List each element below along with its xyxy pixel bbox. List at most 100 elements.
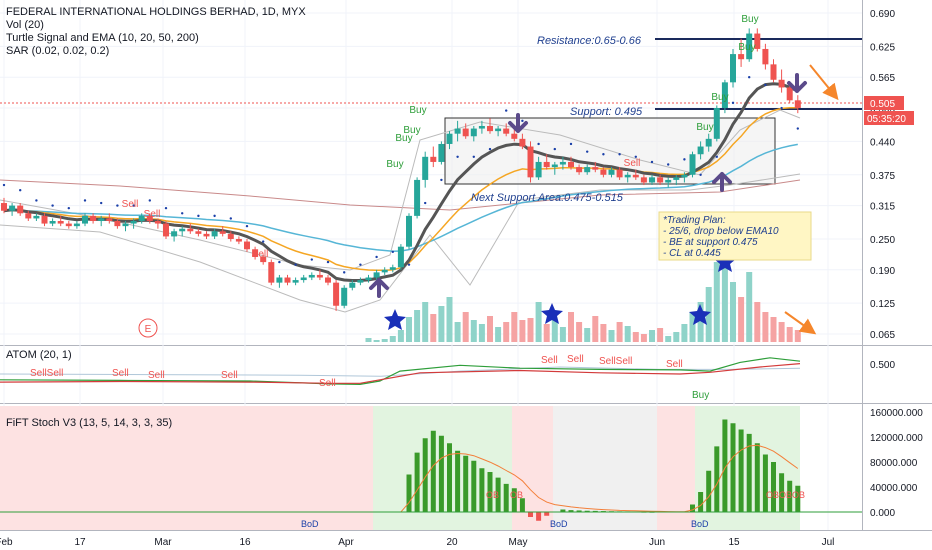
candle-body xyxy=(82,215,88,224)
svg-text:Sell: Sell xyxy=(624,158,641,169)
stoch-bar xyxy=(471,460,477,512)
stoch-bar xyxy=(414,452,420,512)
stoch-bar xyxy=(495,477,501,512)
svg-text:Buy: Buy xyxy=(738,42,755,53)
candle-body xyxy=(171,231,178,237)
candle-body xyxy=(33,215,40,219)
candle-body xyxy=(657,177,664,183)
stoch-bar xyxy=(455,450,461,512)
candle-body xyxy=(786,87,793,101)
volume-bar xyxy=(406,317,412,342)
volume-bar xyxy=(454,322,461,342)
sar-dot xyxy=(294,263,297,266)
candle-body xyxy=(673,177,680,180)
sar-dot xyxy=(391,250,394,254)
candle-body xyxy=(1,203,7,211)
candle-body xyxy=(235,238,242,242)
svg-text:Buy: Buy xyxy=(741,14,758,25)
stoch-bar xyxy=(519,498,525,512)
volume-bar xyxy=(462,312,469,342)
volume-bars xyxy=(365,247,801,342)
volume-bar xyxy=(381,339,388,342)
trading-plan-line: - CL at 0.445 xyxy=(663,248,721,259)
time-tick-label: Jul xyxy=(822,537,835,548)
svg-text:E: E xyxy=(145,324,152,335)
candle-body xyxy=(57,221,64,224)
time-tick-label: Mar xyxy=(154,537,172,548)
time-tick-label: 16 xyxy=(239,537,251,548)
sar-dot xyxy=(262,240,265,243)
svg-text:Sell: Sell xyxy=(144,209,161,220)
candle-body xyxy=(389,267,396,270)
time-axis[interactable]: Feb 17 Mar 16 Apr 20 May Jun 15 Jul xyxy=(0,537,834,548)
sar-dot xyxy=(148,199,151,202)
candle-body xyxy=(584,167,591,173)
svg-text:Buy: Buy xyxy=(403,125,420,136)
price-tick-label: 0.565 xyxy=(870,73,895,84)
svg-text:SellSell: SellSell xyxy=(599,356,632,367)
candle-body xyxy=(325,277,331,283)
stoch-bar xyxy=(584,510,590,512)
candle-body xyxy=(300,277,307,281)
candle-body xyxy=(632,174,639,178)
time-tick-label: May xyxy=(509,537,528,548)
volume-bar xyxy=(389,336,396,342)
volume-bar xyxy=(414,310,421,342)
indicator-label: Vol (20) xyxy=(6,19,44,31)
support-label: Support: 0.495 xyxy=(570,106,643,118)
candle-body xyxy=(357,280,364,283)
svg-text:Sell: Sell xyxy=(666,359,683,370)
sar-dot xyxy=(796,127,799,130)
stoch-bar xyxy=(406,474,412,512)
volume-bar xyxy=(673,332,680,342)
volume-bar xyxy=(519,320,526,342)
sar-dot xyxy=(780,106,783,110)
volume-bar xyxy=(576,322,583,342)
stoch-tick-label: 160000.000 xyxy=(870,408,923,419)
candle-body xyxy=(770,64,777,80)
stoch-panel xyxy=(0,419,862,521)
candle-body xyxy=(252,249,259,257)
svg-text:Sell: Sell xyxy=(122,199,139,210)
candle-body xyxy=(211,231,218,237)
sar-dot xyxy=(213,214,216,218)
candle-body xyxy=(794,100,801,109)
candle-body xyxy=(470,128,477,137)
candle-body xyxy=(130,221,137,224)
candle-body xyxy=(122,223,129,227)
stars xyxy=(384,251,736,330)
svg-text:0.505: 0.505 xyxy=(870,99,895,110)
candle-body xyxy=(543,161,550,168)
sar-dot xyxy=(100,201,103,205)
volume-bar xyxy=(438,306,445,342)
envelope-lines xyxy=(0,109,801,313)
stoch-bar xyxy=(762,454,768,512)
volume-bar xyxy=(640,334,647,342)
volume-bar xyxy=(592,316,599,342)
stoch-axis: 160000.000 120000.000 80000.000 40000.000 0.… xyxy=(870,408,923,519)
price-tick-label: 0.065 xyxy=(870,330,895,341)
earnings-marker[interactable]: E xyxy=(138,318,158,338)
price-tick-label: 0.190 xyxy=(870,266,895,277)
volume-bar xyxy=(495,327,502,342)
stoch-bar xyxy=(438,435,444,512)
volume-bar xyxy=(624,326,631,342)
sar-dot xyxy=(229,217,232,220)
volume-bar xyxy=(657,328,664,342)
candle-body xyxy=(689,154,696,175)
stoch-tick-label: 80000.000 xyxy=(870,458,918,469)
volume-bar xyxy=(705,287,712,342)
candle-body xyxy=(713,108,720,139)
atom-axis-tick: 0.500 xyxy=(870,360,895,371)
candle-body xyxy=(665,179,672,183)
candle-body xyxy=(49,221,56,224)
svg-text:Buy: Buy xyxy=(386,159,403,170)
svg-text:OBOBOB: OBOBOB xyxy=(766,490,805,500)
svg-text:Sell: Sell xyxy=(252,249,269,260)
time-tick-label: 17 xyxy=(74,537,86,548)
stoch-bar xyxy=(544,512,550,516)
time-tick-label: Feb xyxy=(0,537,13,548)
sar-dot xyxy=(634,155,637,159)
stoch-bar xyxy=(487,472,493,512)
candle-body xyxy=(705,138,712,147)
